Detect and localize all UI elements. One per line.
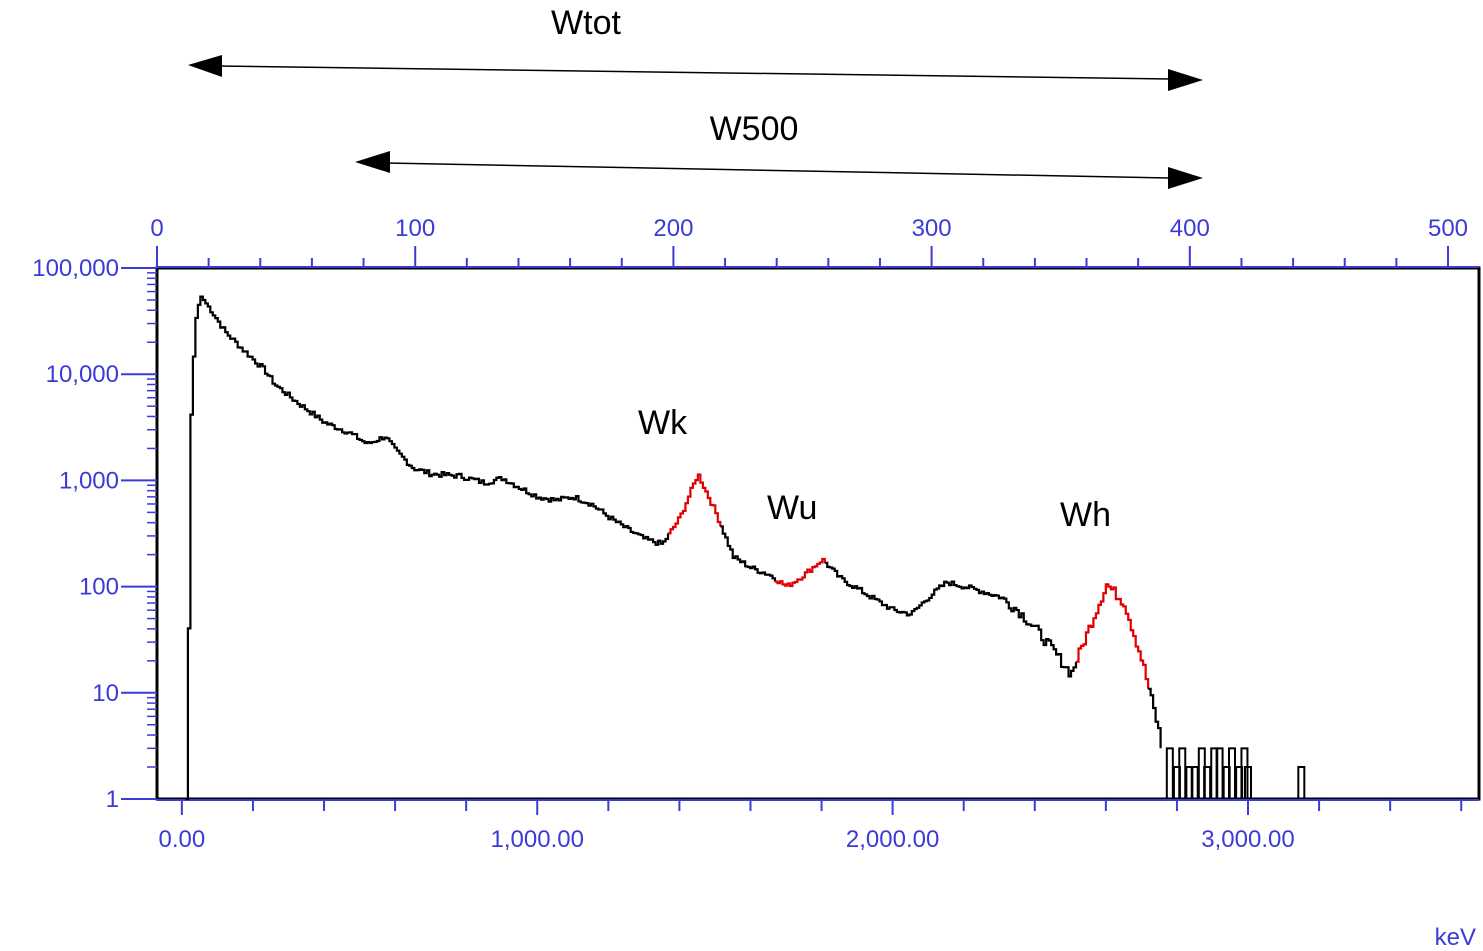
w500-arrow xyxy=(355,151,1203,189)
tail-spike xyxy=(1178,747,1187,799)
top-tick-label: 400 xyxy=(1170,215,1210,242)
tail-spike xyxy=(1190,766,1199,799)
spectrum-segment xyxy=(1148,687,1162,749)
tail-spike xyxy=(1244,766,1253,799)
wk-label: Wk xyxy=(638,404,688,442)
top-tick-label: 100 xyxy=(395,215,435,242)
y-tick-label: 10 xyxy=(92,680,119,707)
wu-label: Wu xyxy=(767,489,817,527)
bottom-axis: 0.00 1,000.00 2,000.00 3,000.00 xyxy=(157,799,1479,853)
y-tick-label: 100 xyxy=(79,574,119,601)
y-tick-label: 100,000 xyxy=(32,255,119,282)
spectrum-segment xyxy=(824,561,1078,678)
y-tick-label: 1,000 xyxy=(59,467,119,494)
top-tick-label: 0 xyxy=(150,215,163,242)
bottom-tick-label: 2,000.00 xyxy=(846,826,939,853)
left-axis: 1 10 100 1,000 10,000 100,000 xyxy=(32,255,157,813)
bottom-tick-label: 3,000.00 xyxy=(1201,826,1294,853)
top-axis: 0 100 200 300 400 500 xyxy=(150,215,1479,268)
wh-label: Wh xyxy=(1060,496,1111,534)
window-wk-segment xyxy=(668,473,722,535)
tail-spike xyxy=(1297,766,1306,799)
y-tick-label: 1 xyxy=(106,786,119,813)
top-tick-label: 500 xyxy=(1428,215,1468,242)
wtot-label: Wtot xyxy=(551,4,621,42)
top-tick-label: 300 xyxy=(912,215,952,242)
spectrum-segment xyxy=(185,295,670,801)
tail-spike xyxy=(1203,766,1212,799)
plot-frame xyxy=(155,266,1481,801)
top-tick-label: 200 xyxy=(653,215,693,242)
spectrum-segment xyxy=(720,525,777,582)
window-wh-segment xyxy=(1076,583,1150,689)
y-tick-label: 10,000 xyxy=(46,361,119,388)
tail-spike xyxy=(1165,747,1174,799)
bottom-tick-label: 1,000.00 xyxy=(491,826,584,853)
spectrum-series xyxy=(185,295,1306,801)
bottom-tick-label: 0.00 xyxy=(159,826,206,853)
tail-spike xyxy=(1215,747,1224,799)
wtot-arrow xyxy=(188,55,1203,91)
x-unit-label: keV xyxy=(1435,924,1476,951)
tail-spike xyxy=(1240,747,1249,799)
window-wu-segment xyxy=(774,557,826,588)
tail-spike xyxy=(1228,747,1237,799)
w500-label: W500 xyxy=(710,110,799,148)
